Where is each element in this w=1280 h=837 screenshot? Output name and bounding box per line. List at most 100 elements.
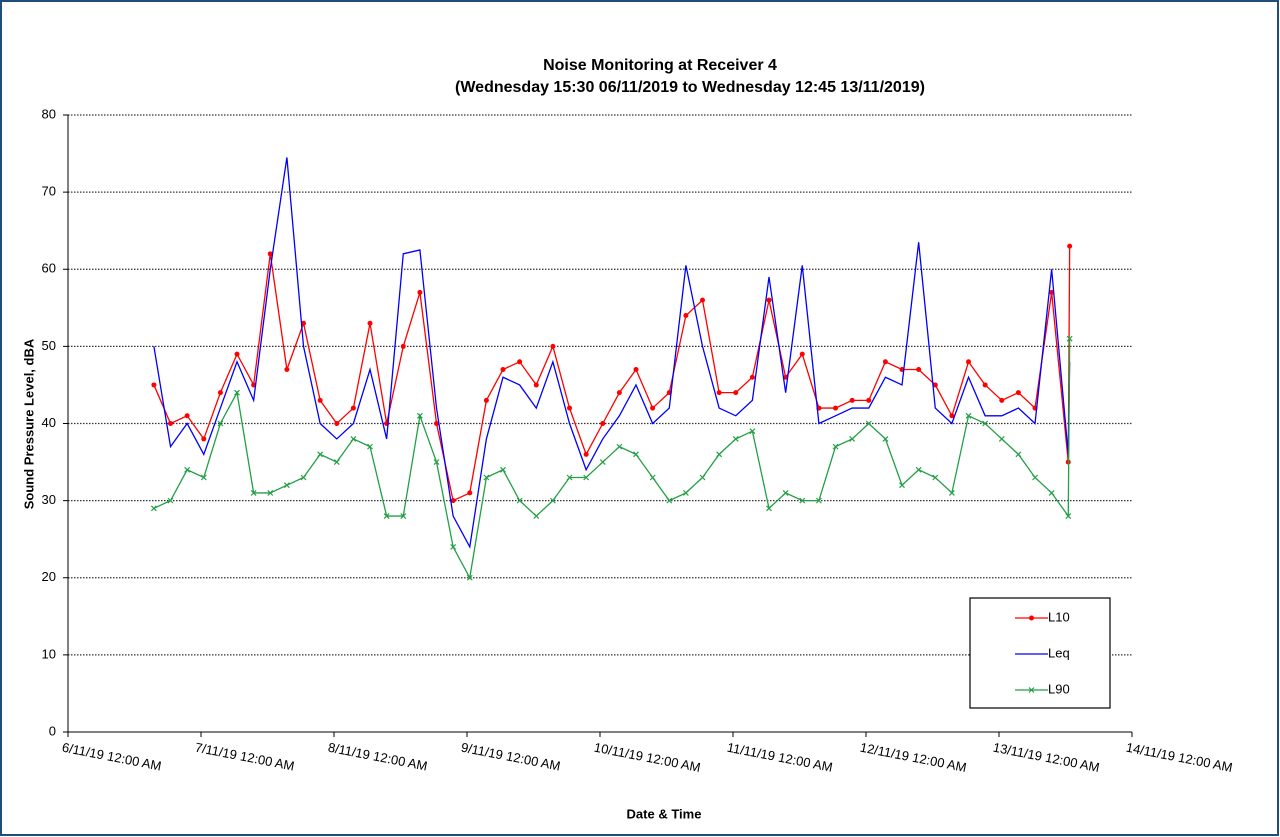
marker: [1065, 513, 1072, 519]
marker: [250, 489, 257, 496]
marker: [599, 459, 606, 465]
marker: [151, 382, 157, 388]
legend-label: L10: [1048, 609, 1070, 624]
y-tick-label: 60: [42, 261, 56, 276]
marker: [899, 482, 905, 489]
marker: [766, 297, 772, 303]
marker: [616, 443, 623, 450]
marker: [682, 489, 689, 496]
marker: [932, 382, 938, 388]
marker: [716, 390, 722, 396]
marker: [1067, 243, 1073, 249]
marker: [799, 497, 806, 504]
marker: [650, 405, 656, 411]
marker: [150, 505, 157, 512]
marker: [483, 474, 490, 481]
marker: [866, 397, 872, 403]
marker: [549, 497, 556, 504]
marker: [749, 374, 755, 380]
marker: [815, 497, 822, 504]
marker: [416, 412, 423, 419]
y-tick-label: 80: [42, 106, 56, 121]
marker: [334, 421, 340, 426]
legend-box: [969, 597, 1111, 709]
marker: [234, 389, 240, 396]
marker: [699, 474, 706, 481]
marker: [367, 443, 373, 450]
marker: [383, 513, 390, 519]
marker: [467, 490, 473, 496]
marker: [433, 459, 440, 465]
marker: [201, 436, 207, 442]
marker: [683, 313, 689, 319]
y-axis-label: Sound Pressure Level, dBA: [21, 338, 36, 509]
marker: [516, 497, 523, 504]
y-tick-label: 20: [42, 569, 56, 584]
marker: [184, 413, 190, 419]
marker: [317, 397, 323, 403]
marker: [350, 405, 356, 411]
marker: [267, 489, 274, 496]
marker: [849, 436, 856, 442]
marker: [932, 474, 939, 481]
marker: [600, 421, 606, 426]
marker: [400, 343, 406, 349]
marker: [533, 382, 539, 388]
marker: [234, 351, 240, 357]
marker: [317, 451, 324, 458]
series-line: [153, 157, 1071, 549]
marker: [466, 574, 473, 581]
marker: [517, 359, 523, 365]
marker: [1048, 489, 1055, 496]
marker: [616, 390, 622, 396]
marker: [865, 420, 872, 427]
marker: [633, 367, 639, 373]
marker: [184, 466, 191, 473]
legend-marker: [1029, 615, 1034, 621]
marker: [417, 289, 423, 295]
y-tick-label: 10: [42, 646, 56, 661]
marker: [832, 443, 839, 450]
marker: [666, 497, 673, 504]
marker: [583, 451, 589, 457]
marker: [550, 343, 556, 349]
marker: [999, 397, 1005, 403]
legend-label: L90: [1048, 681, 1070, 696]
marker: [766, 505, 772, 512]
marker: [450, 498, 456, 504]
marker: [217, 420, 224, 427]
marker: [500, 367, 506, 373]
marker: [833, 405, 839, 411]
marker: [915, 466, 922, 473]
marker: [982, 382, 988, 388]
legend-label: Leq: [1048, 645, 1070, 660]
marker: [966, 359, 972, 365]
marker: [450, 543, 457, 550]
y-tick-label: 40: [42, 415, 56, 430]
marker: [982, 420, 989, 427]
marker: [882, 436, 889, 442]
marker: [882, 359, 888, 365]
marker: [949, 413, 955, 419]
marker: [649, 474, 656, 481]
marker: [633, 451, 639, 458]
marker: [749, 428, 756, 435]
marker: [965, 412, 972, 419]
marker: [1032, 474, 1038, 481]
marker: [567, 405, 573, 411]
marker: [799, 351, 805, 357]
marker: [333, 459, 340, 465]
marker: [1066, 335, 1073, 342]
marker: [849, 397, 855, 403]
marker: [267, 251, 273, 257]
marker: [167, 497, 174, 504]
y-tick-label: 30: [42, 492, 56, 507]
x-axis-label: Date & Time: [627, 806, 702, 821]
marker: [483, 397, 489, 403]
marker: [1049, 289, 1055, 295]
marker: [500, 466, 506, 473]
marker: [350, 436, 357, 442]
marker: [283, 482, 290, 489]
